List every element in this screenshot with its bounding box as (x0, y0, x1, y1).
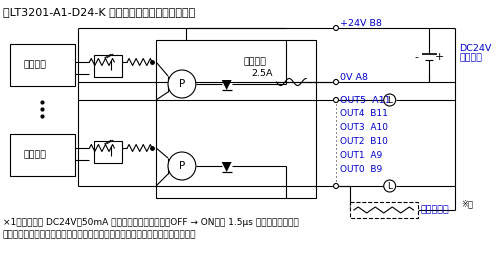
Text: +24V B8: +24V B8 (340, 18, 382, 28)
Text: 内部回路: 内部回路 (24, 61, 47, 69)
Circle shape (334, 25, 338, 30)
Text: 外部電源: 外部電源 (460, 54, 482, 62)
Bar (156, 40, 316, 198)
Circle shape (384, 94, 396, 106)
Circle shape (168, 152, 196, 180)
Text: ヒューズ: ヒューズ (244, 57, 266, 67)
Polygon shape (222, 80, 232, 90)
Text: ×1（例）出力 DC24V、50mA 時では、出力遅延時間（OFF → ON）は 1.5μs です。応答性を必: ×1（例）出力 DC24V、50mA 時では、出力遅延時間（OFF → ON）は… (3, 218, 298, 227)
Text: OUT4  B11: OUT4 B11 (340, 108, 388, 118)
Bar (350, 202, 418, 218)
Text: ※１: ※１ (462, 199, 473, 209)
Polygon shape (102, 60, 112, 70)
Text: DC24V: DC24V (460, 43, 492, 53)
Polygon shape (222, 162, 232, 172)
Text: ダミー抵抗: ダミー抵抗 (420, 205, 450, 214)
Bar (10, 44, 74, 86)
Circle shape (334, 98, 338, 102)
Bar (94, 141, 122, 163)
Text: 2.5A: 2.5A (252, 68, 273, 77)
Circle shape (168, 70, 196, 98)
Text: 内部回路: 内部回路 (24, 151, 47, 159)
Circle shape (334, 184, 338, 188)
Text: OUT2  B10: OUT2 B10 (340, 136, 388, 146)
Text: 0V A8: 0V A8 (340, 73, 368, 81)
Text: L: L (387, 95, 392, 105)
Text: 要とし、負荷が軽い場合は、外部にダミー抗抗を設けて電流を増やしてください: 要とし、負荷が軽い場合は、外部にダミー抗抗を設けて電流を増やしてください (3, 230, 196, 239)
Text: L: L (387, 181, 392, 191)
Polygon shape (102, 146, 112, 156)
Circle shape (334, 80, 338, 84)
Bar (10, 134, 74, 176)
Text: P: P (179, 161, 185, 171)
Text: +: + (434, 52, 444, 62)
Text: ・LT3201-A1-D24-K 出力部回路（シンクタイプ）: ・LT3201-A1-D24-K 出力部回路（シンクタイプ） (3, 7, 195, 17)
Text: P: P (179, 79, 185, 89)
Text: OUT3  A10: OUT3 A10 (340, 122, 388, 132)
Text: OUT5  A11: OUT5 A11 (340, 95, 390, 105)
Text: OUT1  A9: OUT1 A9 (340, 151, 382, 159)
Circle shape (384, 180, 396, 192)
Bar (94, 55, 122, 77)
Text: OUT0  B9: OUT0 B9 (340, 165, 382, 173)
Text: -: - (414, 52, 418, 62)
